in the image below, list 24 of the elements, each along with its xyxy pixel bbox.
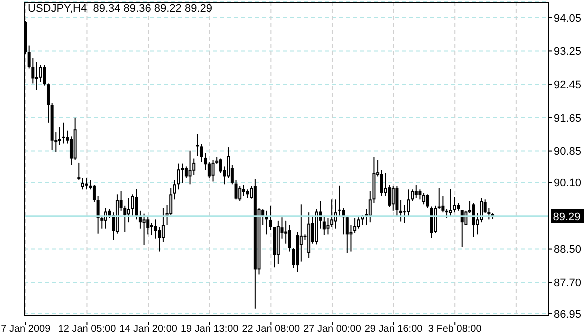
y-tick-label: 87.70 — [554, 278, 582, 290]
x-tick-label: 29 Jan 16:00 — [364, 324, 424, 335]
y-tick-label: 94.05 — [554, 12, 582, 25]
candlestick — [78, 162, 81, 180]
y-tick-label: 92.45 — [554, 79, 582, 92]
candlestick — [35, 62, 38, 90]
x-tick-label: 22 Jan 08:00 — [242, 324, 301, 335]
x-tick-label: 7 Jan 2009 — [1, 324, 52, 335]
candlestick — [196, 134, 200, 156]
x-tick-label: 12 Jan 05:00 — [58, 324, 117, 335]
x-tick-label: 3 Feb 08:00 — [428, 324, 482, 335]
candlestick — [438, 188, 441, 210]
x-tick-label: 27 Jan 00:00 — [304, 324, 362, 335]
y-tick-label: 91.65 — [554, 112, 582, 125]
candlestick — [62, 122, 66, 144]
y-tick-label: 90.85 — [554, 146, 582, 158]
y-tick-label: 88.50 — [554, 244, 582, 256]
y-tick-label: 90.10 — [554, 177, 582, 190]
y-tick-label: 93.25 — [554, 46, 582, 58]
x-tick-label: 19 Jan 13:00 — [180, 324, 240, 335]
ref-line-label: 89.29 — [553, 211, 581, 224]
x-tick-label: 14 Jan 20:00 — [120, 324, 178, 335]
chart-title: USDJPY,H4 89.34 89.36 89.22 89.29 — [28, 3, 212, 15]
y-tick-label: 86.95 — [554, 308, 582, 321]
